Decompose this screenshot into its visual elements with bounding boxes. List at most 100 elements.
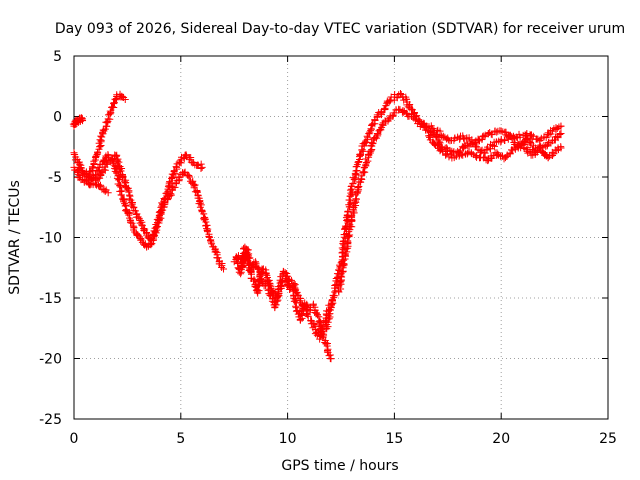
data-point [352, 195, 360, 203]
y-tick-label: -10 [39, 231, 62, 247]
data-point [544, 154, 552, 162]
data-point [481, 131, 489, 139]
data-point [164, 183, 172, 191]
data-point [134, 213, 142, 221]
data-point [76, 171, 84, 179]
data-point [484, 129, 492, 137]
data-point [297, 310, 305, 318]
data-point [92, 154, 100, 162]
data-point [501, 136, 509, 144]
data-point [110, 100, 118, 108]
data-point [473, 143, 481, 151]
data-point [171, 180, 179, 188]
x-tick-label: 25 [599, 431, 617, 447]
data-point [120, 178, 128, 186]
data-point [349, 205, 357, 213]
data-point [108, 156, 116, 164]
data-point [349, 180, 357, 188]
data-point [497, 127, 505, 135]
y-tick-label: -20 [39, 352, 62, 368]
data-point [160, 194, 168, 202]
data-point [220, 265, 228, 273]
x-axis-ticks: 0 5 10 15 20 25 [70, 56, 617, 447]
data-point [365, 150, 373, 158]
data-point [107, 109, 115, 117]
data-point [557, 129, 565, 137]
data-point [169, 171, 177, 179]
data-point [167, 191, 175, 199]
data-point [316, 319, 324, 327]
data-point [101, 187, 109, 195]
data-point [557, 144, 565, 152]
data-point [550, 150, 558, 158]
data-point [117, 191, 125, 199]
data-point [79, 116, 87, 124]
data-point [161, 195, 169, 203]
data-point [553, 125, 561, 133]
data-point [557, 122, 565, 130]
data-point [332, 275, 340, 283]
data-point [471, 138, 479, 146]
data-point [284, 272, 292, 280]
data-point [292, 302, 300, 310]
data-point [542, 142, 550, 150]
data-point [203, 225, 211, 233]
data-point [359, 147, 367, 155]
data-point [344, 208, 352, 216]
data-point [128, 200, 136, 208]
chart-title: Day 093 of 2026, Sidereal Day-to-day VTE… [55, 21, 625, 37]
data-point [123, 185, 131, 193]
data-point [115, 176, 123, 184]
y-axis-label: SDTVAR / TECUs [7, 180, 23, 295]
data-point [206, 237, 214, 245]
data-point [506, 131, 514, 139]
data-point [243, 256, 251, 264]
y-tick-label: -25 [39, 412, 62, 428]
data-point [281, 269, 289, 277]
data-point [354, 158, 362, 166]
data-point [354, 183, 362, 191]
data-point [368, 121, 376, 129]
data-point [94, 148, 102, 156]
data-point [151, 227, 159, 235]
data-point [374, 130, 382, 138]
data-point [198, 163, 206, 171]
data-point [327, 300, 335, 308]
x-tick-label: 10 [279, 431, 297, 447]
y-tick-label: 5 [53, 49, 62, 65]
data-point [250, 275, 258, 283]
data-point [433, 142, 441, 150]
data-point [502, 128, 510, 136]
data-point [187, 154, 195, 162]
data-point [198, 208, 206, 216]
data-point [385, 115, 393, 123]
data-point [198, 206, 206, 214]
data-point [519, 139, 527, 147]
data-point [253, 288, 261, 296]
data-point [103, 160, 111, 168]
data-point [432, 132, 440, 140]
data-point [92, 152, 100, 160]
data-point [343, 248, 351, 256]
y-tick-label: 0 [53, 110, 62, 126]
y-tick-label: -15 [39, 291, 62, 307]
data-point [289, 287, 297, 295]
data-point [125, 188, 133, 196]
data-point [464, 141, 472, 149]
y-axis-ticks: -25 -20 -15 -10 -5 0 5 [39, 49, 608, 428]
data-point [196, 203, 204, 211]
data-point [214, 254, 222, 262]
data-point [168, 175, 176, 183]
data-point [340, 256, 348, 264]
data-point [197, 165, 205, 173]
data-point [296, 315, 304, 323]
data-point [487, 130, 495, 138]
data-point [85, 171, 93, 179]
data-point [156, 208, 164, 216]
data-point [326, 355, 334, 362]
data-point [304, 312, 312, 320]
data-point [131, 207, 139, 215]
data-point [364, 157, 372, 165]
